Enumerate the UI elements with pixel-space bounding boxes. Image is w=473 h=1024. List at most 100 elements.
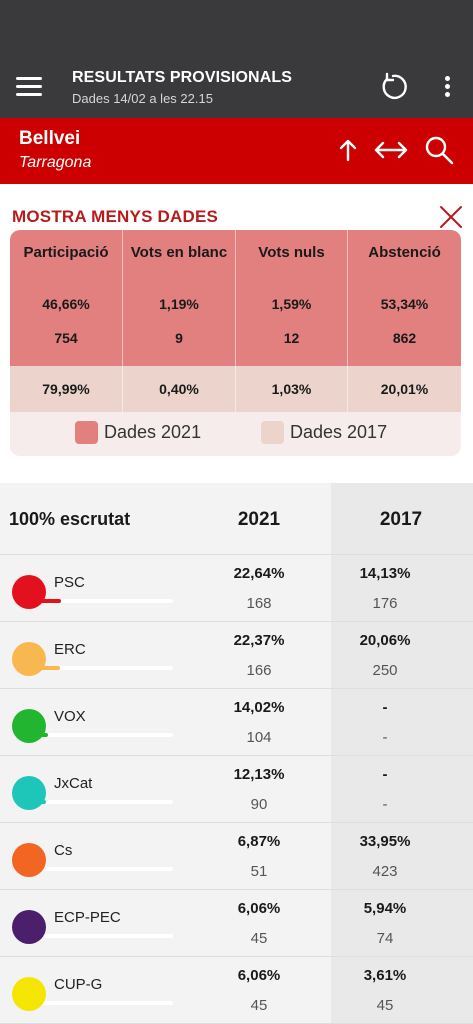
header-participation: Participació [10, 230, 123, 276]
reload-icon[interactable] [378, 72, 408, 102]
null-votes-2021: 1,59% 12 [236, 276, 348, 366]
party-share-bar [28, 800, 173, 804]
expand-horizontal-icon[interactable] [372, 134, 410, 166]
party-color-dot [12, 575, 46, 609]
legend-swatch-2021 [75, 421, 98, 444]
party-name: JxCat [54, 775, 93, 792]
party-share-bar [28, 934, 173, 938]
results-header: 100% escrutat 2021 2017 [0, 483, 473, 555]
party-pct-2021: 12,13% [233, 766, 285, 783]
party-share-bar [28, 733, 173, 737]
party-share-bar-fill [28, 666, 60, 670]
party-color-dot [12, 642, 46, 676]
party-share-bar-fill [28, 599, 61, 603]
party-pct-2021: 22,64% [233, 565, 285, 582]
party-votes-2021: 45 [250, 997, 268, 1014]
party-row[interactable]: ECP-PEC 6,06% 45 5,94% 74 [0, 890, 473, 957]
participation-votes-2021: 754 [54, 330, 78, 346]
summary-panel: Participació Vots en blanc Vots nuls Abs… [10, 230, 461, 456]
party-name: ERC [54, 641, 86, 658]
legend-label-2021: Dades 2021 [104, 422, 202, 442]
party-name: PSC [54, 574, 85, 591]
party-votes-2017: - [382, 796, 388, 813]
abstention-2021: 53,34% 862 [348, 276, 461, 366]
party-row[interactable]: PSC 22,64% 168 14,13% 176 [0, 555, 473, 622]
blank-votes-2021: 1,19% 9 [123, 276, 236, 366]
party-votes-2017: 45 [376, 997, 394, 1014]
summary-2017-row: 79,99% 0,40% 1,03% 20,01% [10, 366, 461, 412]
party-color-dot [12, 843, 46, 877]
header-abstention: Abstenció [368, 243, 441, 261]
party-votes-2017: 250 [372, 662, 398, 679]
party-votes-2017: 423 [372, 863, 398, 880]
hamburger-menu-icon[interactable] [14, 74, 44, 100]
party-votes-2021: 90 [250, 796, 268, 813]
party-color-dot [12, 776, 46, 810]
party-pct-2017: 20,06% [359, 632, 411, 649]
party-name: VOX [54, 708, 86, 725]
party-row[interactable]: ERC 22,37% 166 20,06% 250 [0, 622, 473, 689]
party-votes-2017: - [382, 729, 388, 746]
column-2017-background [331, 483, 473, 1024]
results-table: 100% escrutat 2021 2017 PSC 22,64% 168 14,1… [0, 483, 473, 1024]
party-pct-2021: 6,87% [237, 833, 281, 850]
party-row[interactable]: JxCat 12,13% 90 - - [0, 756, 473, 823]
app-bar: RESULTATS PROVISIONALS Dades 14/02 a les… [0, 56, 473, 118]
app-subtitle: Dades 14/02 a les 22.15 [72, 91, 213, 106]
legend-item-2017: Dades 2017 [261, 421, 387, 444]
party-name: Cs [54, 842, 73, 859]
abstention-votes-2021: 862 [392, 330, 417, 346]
party-share-bar [28, 1001, 173, 1005]
party-share-bar [28, 867, 173, 871]
party-pct-2017: - [382, 766, 388, 783]
header-blank-votes: Vots en blanc [123, 230, 236, 276]
summary-legend: Dades 2021 Dades 2017 [10, 419, 461, 447]
null-pct-2017: 1,03% [236, 366, 348, 412]
null-pct-2021: 1,59% [271, 296, 312, 312]
party-share-bar [28, 666, 173, 670]
party-color-dot [12, 977, 46, 1011]
party-row[interactable]: Cs 6,87% 51 33,95% 423 [0, 823, 473, 890]
party-pct-2021: 22,37% [233, 632, 285, 649]
party-votes-2021: 51 [250, 863, 268, 880]
party-color-dot [12, 709, 46, 743]
year-2021-label: 2021 [237, 509, 281, 530]
participation-2021: 46,66% 754 [10, 276, 123, 366]
show-less-data-link[interactable]: MOSTRA MENYS DADES [12, 207, 219, 226]
party-share-bar [28, 599, 173, 603]
party-color-dot [12, 910, 46, 944]
party-name: ECP-PEC [54, 909, 121, 926]
party-pct-2021: 14,02% [233, 699, 285, 716]
party-votes-2021: 104 [246, 729, 272, 746]
header-null-votes: Vots nuls [236, 230, 348, 276]
abstention-pct-2021: 53,34% [380, 296, 429, 312]
party-pct-2021: 6,06% [237, 900, 281, 917]
party-pct-2017: 14,13% [359, 565, 411, 582]
party-pct-2017: 33,95% [359, 833, 411, 850]
party-pct-2017: - [382, 699, 388, 716]
more-vertical-icon[interactable] [438, 74, 458, 100]
participation-pct-2017: 79,99% [10, 366, 123, 412]
party-votes-2017: 176 [372, 595, 398, 612]
year-2017-label: 2017 [379, 509, 423, 530]
party-votes-2017: 74 [376, 930, 394, 947]
summary-header-row: Participació Vots en blanc Vots nuls Abs… [10, 230, 461, 276]
search-icon[interactable] [422, 134, 456, 166]
summary-2021-row: 46,66% 754 1,19% 9 1,59% 12 53,34% 862 [10, 276, 461, 366]
municipality-name: Bellvei [19, 128, 81, 149]
arrow-up-icon[interactable] [336, 134, 360, 166]
close-icon[interactable] [438, 204, 464, 230]
province-name: Tarragona [19, 154, 92, 171]
legend-swatch-2017 [261, 421, 284, 444]
legend-label-2017: Dades 2017 [290, 422, 388, 442]
abstention-pct-2017: 20,01% [380, 381, 429, 397]
party-row[interactable]: VOX 14,02% 104 - - [0, 689, 473, 756]
party-pct-2017: 5,94% [363, 900, 407, 917]
party-pct-2021: 6,06% [237, 967, 281, 984]
party-row[interactable]: CUP-G 6,06% 45 3,61% 45 [0, 957, 473, 1024]
party-votes-2021: 168 [246, 595, 272, 612]
location-bar: Bellvei Tarragona [0, 118, 473, 184]
party-votes-2021: 45 [250, 930, 268, 947]
blank-votes-count-2021: 9 [175, 330, 183, 346]
blank-pct-2017: 0,40% [123, 366, 236, 412]
